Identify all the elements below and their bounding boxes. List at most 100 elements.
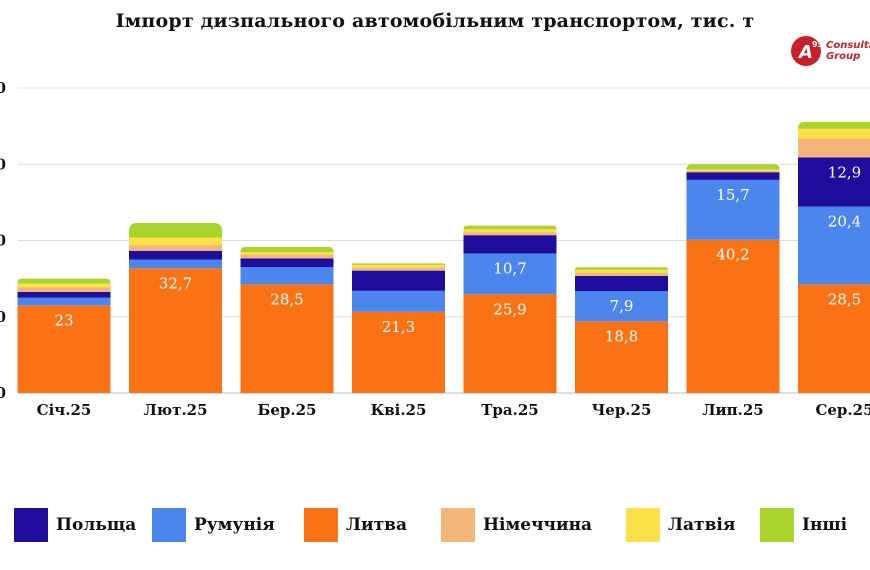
bar-stack: 28,5 xyxy=(240,246,334,393)
bar-stack: 40,2 15,7 xyxy=(686,164,780,393)
data-label: 15,7 xyxy=(716,186,749,204)
bar-segment xyxy=(352,290,445,312)
bar-stack: 18,8 7,9 xyxy=(575,267,668,393)
bar-segment xyxy=(686,169,780,171)
bar-segment xyxy=(798,284,870,393)
bar-segment xyxy=(352,270,445,291)
bar-segment xyxy=(352,311,445,393)
data-label: 20,4 xyxy=(828,213,861,231)
bar-stack: 25,9 10,7 xyxy=(463,225,557,393)
bar-segment xyxy=(463,235,557,254)
y-tick-label: 0 xyxy=(0,79,6,97)
bar-segment xyxy=(17,305,111,393)
data-label: 21,3 xyxy=(382,318,415,336)
bar-segment xyxy=(352,264,445,268)
bar-segment xyxy=(798,128,870,139)
legend-swatch xyxy=(304,508,338,542)
bar-segment xyxy=(575,272,668,276)
bar-segment xyxy=(240,246,334,252)
bar-segment xyxy=(352,263,445,265)
bar-segment xyxy=(352,267,445,271)
bar-segment xyxy=(463,253,557,295)
y-tick-label: 0 xyxy=(0,308,6,326)
bar-segment xyxy=(463,229,557,233)
data-label: 23 xyxy=(54,311,73,329)
chart-title: Імпорт дизпального автомобільним транспо… xyxy=(115,10,755,32)
bar-segment xyxy=(17,291,111,298)
bar-segment xyxy=(575,269,668,273)
data-label: 32,7 xyxy=(159,274,192,292)
data-label: 28,5 xyxy=(828,290,861,308)
legend-label: Литва xyxy=(346,515,408,535)
bar-stack: 23 xyxy=(17,278,111,393)
bar-segment xyxy=(240,254,334,259)
bar-segment xyxy=(463,225,557,230)
bar-segment xyxy=(798,157,870,207)
bar-segment xyxy=(240,267,334,285)
bar-segment xyxy=(798,121,870,129)
bar-segment xyxy=(17,297,111,306)
stacked-bar-chart: 0 0 0 0 0 23 32,7 28,5 21,3 25,9 10,7 18,8 7,9 40,2 1… xyxy=(0,79,870,419)
bar-segment xyxy=(686,179,780,240)
legend-swatch xyxy=(152,508,186,542)
data-label: 25,9 xyxy=(493,300,526,318)
bar-segment xyxy=(240,251,334,255)
bar-segment xyxy=(463,294,557,393)
data-label: 12,9 xyxy=(828,163,861,181)
legend-label: Польща xyxy=(56,515,137,535)
legend-swatch xyxy=(626,508,660,542)
bar-segment xyxy=(575,267,668,270)
x-tick-label: Сер.25 xyxy=(815,401,870,419)
bar-stack: 21,3 xyxy=(352,263,445,393)
x-tick-label: Чер.25 xyxy=(592,401,652,419)
legend-label: Румунія xyxy=(194,515,275,535)
y-tick-label: 0 xyxy=(0,155,6,173)
x-tick-label: Бер.25 xyxy=(258,401,317,419)
bar-segment xyxy=(798,206,870,285)
bar-segment xyxy=(575,291,668,322)
bar-segment xyxy=(17,287,111,292)
bar-segment xyxy=(129,259,222,269)
bar-segment xyxy=(686,172,780,180)
legend: Польща Румунія Литва Німеччина Латвія Інші xyxy=(0,505,870,545)
bars: 23 32,7 28,5 21,3 25,9 10,7 18,8 7,9 40,2 15,7 28,… xyxy=(17,121,870,393)
x-axis: Січ.25 Лют.25 Бер.25 Кві.25 Тра.25 Чер.25 Лип.… xyxy=(37,401,870,419)
x-tick-label: Лют.25 xyxy=(143,401,207,419)
bar-stack: 28,5 20,4 12,9 xyxy=(798,121,870,393)
data-label: 40,2 xyxy=(716,246,749,264)
bar-segment xyxy=(463,232,557,236)
data-label: 28,5 xyxy=(270,290,303,308)
legend-label: Інші xyxy=(802,515,848,535)
bar-segment xyxy=(129,222,222,238)
y-axis: 0 0 0 0 0 xyxy=(0,79,6,402)
logo-line-1: Consulting xyxy=(826,40,870,51)
data-label: 7,9 xyxy=(610,297,634,315)
bar-segment xyxy=(240,258,334,268)
legend-swatch xyxy=(760,508,794,542)
bar-segment xyxy=(129,268,222,393)
x-tick-label: Тра.25 xyxy=(481,401,538,419)
bar-segment xyxy=(129,250,222,260)
x-tick-label: Кві.25 xyxy=(371,401,427,419)
data-label: 18,8 xyxy=(605,327,638,345)
bar-segment xyxy=(575,275,668,292)
logo-mark-letter: A xyxy=(797,42,813,63)
company-logo: A 95 Consulting Group xyxy=(788,34,870,68)
x-tick-label: Січ.25 xyxy=(37,401,92,419)
logo-line-2: Group xyxy=(826,51,861,62)
y-tick-label: 0 xyxy=(0,232,6,250)
bar-segment xyxy=(17,283,111,288)
legend-swatch xyxy=(441,508,475,542)
legend-label: Латвія xyxy=(668,515,736,535)
bar-segment xyxy=(686,164,780,170)
data-label: 10,7 xyxy=(493,259,526,277)
bar-segment xyxy=(686,239,780,393)
logo-mark-sup: 95 xyxy=(812,40,824,49)
bar-segment xyxy=(129,245,222,251)
bar-stack: 32,7 xyxy=(129,222,222,393)
y-tick-label: 0 xyxy=(0,384,6,402)
logo-mark-icon: A 95 xyxy=(791,36,824,66)
bar-segment xyxy=(686,170,780,173)
legend-swatch xyxy=(14,508,48,542)
